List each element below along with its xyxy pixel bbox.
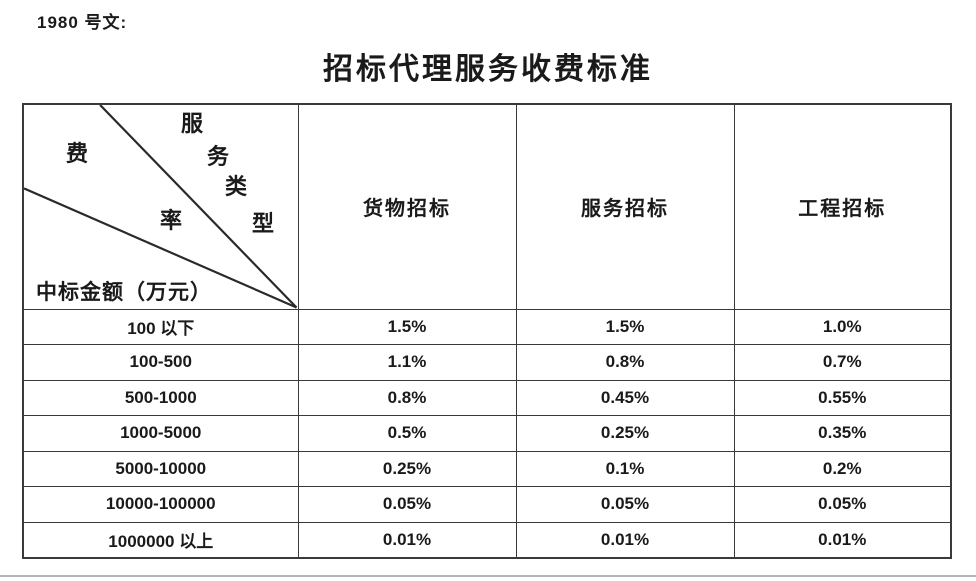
goods-rate-cell: 0.01% (297, 521, 517, 558)
table-row: 10000-100000 0.05% 0.05% 0.05% (22, 486, 952, 523)
table-row: 100 以下 1.5% 1.5% 1.0% (22, 308, 952, 345)
fee-standard-table: 费 率 服 务 类 型 中标金额（万元） 货物招标 服务招标 工程招标 100 … (22, 103, 952, 559)
goods-rate-cell: 0.25% (297, 450, 517, 487)
diagonal-divider-lines (24, 105, 297, 308)
goods-rate-cell: 0.05% (297, 486, 517, 523)
bid-amount-axis-label: 中标金额（万元） (36, 279, 212, 304)
service-type-label-char-1: 服 (181, 111, 204, 136)
table-row: 1000000 以上 0.01% 0.01% 0.01% (22, 521, 952, 558)
service-rate-cell: 1.5% (515, 308, 735, 345)
service-type-label-char-4: 型 (252, 211, 275, 236)
service-rate-cell: 0.01% (515, 521, 735, 558)
service-type-label-char-3: 类 (225, 174, 248, 199)
service-rate-cell: 0.45% (515, 379, 735, 416)
doc-number-label: 1980 号文: (37, 13, 128, 32)
engineering-rate-cell: 0.55% (733, 379, 952, 416)
table-row: 500-1000 0.8% 0.45% 0.55% (22, 379, 952, 416)
service-rate-cell: 0.05% (515, 486, 735, 523)
fee-rate-label-char-2: 率 (160, 208, 183, 233)
amount-range-cell: 10000-100000 (22, 486, 299, 523)
amount-range-cell: 5000-10000 (22, 450, 299, 487)
page-title: 招标代理服务收费标准 (323, 53, 653, 86)
fee-rate-label-char-1: 费 (66, 141, 89, 166)
amount-range-cell: 1000-5000 (22, 415, 299, 452)
service-rate-cell: 0.8% (515, 344, 735, 381)
table-row: 1000-5000 0.5% 0.25% 0.35% (22, 415, 952, 452)
page-edge-divider (0, 575, 976, 577)
goods-rate-cell: 0.5% (297, 415, 517, 452)
goods-rate-cell: 1.1% (297, 344, 517, 381)
service-rate-cell: 0.25% (515, 415, 735, 452)
goods-rate-cell: 0.8% (297, 379, 517, 416)
service-rate-cell: 0.1% (515, 450, 735, 487)
engineering-rate-cell: 0.35% (733, 415, 952, 452)
amount-range-cell: 500-1000 (22, 379, 299, 416)
table-row: 100-500 1.1% 0.8% 0.7% (22, 344, 952, 381)
table-row: 5000-10000 0.25% 0.1% 0.2% (22, 450, 952, 487)
diagonal-split-header-cell: 费 率 服 务 类 型 中标金额（万元） (22, 103, 299, 310)
engineering-rate-cell: 0.05% (733, 486, 952, 523)
engineering-rate-cell: 0.01% (733, 521, 952, 558)
service-type-label-char-2: 务 (207, 144, 230, 169)
table-header-row: 费 率 服 务 类 型 中标金额（万元） 货物招标 服务招标 工程招标 (22, 103, 952, 310)
engineering-rate-cell: 0.2% (733, 450, 952, 487)
amount-range-cell: 100-500 (22, 344, 299, 381)
column-header-goods-bidding: 货物招标 (297, 103, 517, 310)
engineering-rate-cell: 0.7% (733, 344, 952, 381)
amount-range-cell: 1000000 以上 (22, 521, 299, 558)
goods-rate-cell: 1.5% (297, 308, 517, 345)
amount-range-cell: 100 以下 (22, 308, 299, 345)
column-header-service-bidding: 服务招标 (515, 103, 735, 310)
engineering-rate-cell: 1.0% (733, 308, 952, 345)
column-header-engineering-bidding: 工程招标 (733, 103, 952, 310)
